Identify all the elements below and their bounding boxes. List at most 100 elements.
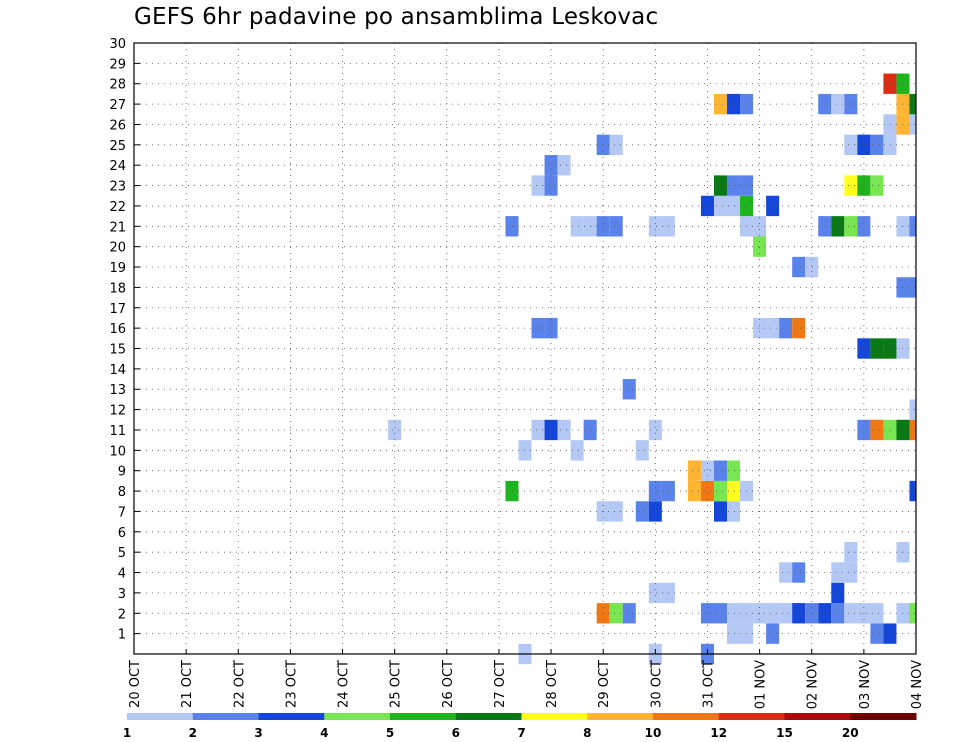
heatmap-cell bbox=[609, 603, 623, 624]
heatmap-cell bbox=[648, 582, 662, 604]
heatmap-cell bbox=[713, 93, 728, 115]
heatmap-cell bbox=[713, 175, 728, 196]
heatmap-cell bbox=[779, 603, 793, 624]
colorbar-segment bbox=[587, 713, 654, 720]
heatmap-cell bbox=[831, 216, 845, 237]
heatmap-cell bbox=[713, 195, 728, 217]
heatmap-cell bbox=[766, 623, 780, 644]
x-tick-label: 27 OCT bbox=[493, 660, 508, 708]
heatmap-cell bbox=[792, 256, 806, 278]
colorbar-segment bbox=[784, 713, 851, 720]
heatmap-cell bbox=[700, 460, 714, 481]
x-tick-label: 31 OCT bbox=[701, 660, 716, 708]
heatmap-cell bbox=[870, 603, 884, 624]
heatmap-cell bbox=[544, 317, 558, 339]
heatmap-cell bbox=[753, 236, 767, 257]
colorbar-segment bbox=[390, 713, 457, 720]
y-tick-label: 25 bbox=[109, 139, 126, 154]
heatmap-cell bbox=[727, 460, 741, 481]
heatmap-cell bbox=[792, 317, 806, 339]
heatmap-cell bbox=[531, 175, 545, 196]
heatmap-cell bbox=[609, 134, 623, 156]
y-tick-label: 14 bbox=[109, 363, 126, 378]
x-tick-label: 21 OCT bbox=[180, 660, 195, 708]
y-tick-label: 12 bbox=[109, 404, 126, 419]
y-tick-label: 16 bbox=[109, 322, 126, 337]
heatmap-cell bbox=[779, 317, 793, 339]
x-tick-label: 02 NOV bbox=[806, 660, 821, 709]
colorbar-label: 12 bbox=[710, 726, 727, 740]
y-tick-label: 10 bbox=[109, 444, 126, 459]
colorbar-segment bbox=[718, 713, 785, 720]
heatmap-cell bbox=[505, 216, 519, 237]
heatmap-cell bbox=[727, 501, 741, 522]
heatmap-cell bbox=[883, 338, 897, 359]
colorbar-segment bbox=[455, 713, 522, 720]
heatmap-cell bbox=[388, 419, 402, 441]
heatmap-cell bbox=[505, 480, 519, 502]
heatmap-cell bbox=[622, 379, 636, 400]
x-tick-label: 25 OCT bbox=[389, 660, 404, 708]
heatmap-cell bbox=[713, 480, 728, 502]
heatmap-cell bbox=[557, 419, 571, 441]
heatmap-cell bbox=[870, 338, 884, 359]
y-tick-label: 9 bbox=[118, 465, 126, 480]
heatmap-cell bbox=[727, 93, 741, 115]
heatmap-cell bbox=[831, 93, 845, 115]
heatmap-cell bbox=[648, 216, 662, 237]
heatmap-cell bbox=[727, 603, 741, 624]
grid-lines bbox=[134, 43, 916, 654]
colorbar-segment bbox=[324, 713, 391, 720]
x-tick-label: 26 OCT bbox=[441, 660, 456, 708]
heatmap-cell bbox=[844, 562, 858, 583]
heatmap-cell bbox=[570, 216, 584, 237]
heatmap-cell bbox=[635, 440, 649, 461]
y-tick-label: 24 bbox=[109, 159, 126, 174]
colorbar-segment bbox=[653, 713, 720, 720]
x-axis: 20 OCT 21 OCT 22 OCT 23 OCT 24 OCT 25 OCT 26 O… bbox=[128, 649, 925, 709]
heatmap-cells bbox=[388, 73, 916, 665]
colorbar-label: 1 bbox=[123, 726, 131, 740]
x-tick-label: 29 OCT bbox=[597, 660, 612, 708]
heatmap-cell bbox=[766, 195, 780, 217]
y-axis: 1234567891011121314151617181920212223242… bbox=[109, 37, 140, 643]
y-tick-label: 28 bbox=[109, 78, 126, 93]
y-tick-label: 27 bbox=[109, 98, 126, 113]
colorbar-segment bbox=[258, 713, 325, 720]
heatmap-cell bbox=[831, 603, 845, 624]
heatmap-cell bbox=[779, 562, 793, 583]
heatmap-cell bbox=[713, 501, 728, 522]
colorbar-segment bbox=[192, 713, 259, 720]
colorbar-label: 6 bbox=[452, 726, 460, 740]
heatmap-cell bbox=[727, 195, 741, 217]
heatmap-cell bbox=[687, 480, 701, 502]
x-tick-label: 28 OCT bbox=[545, 660, 560, 708]
x-tick-label: 01 NOV bbox=[754, 660, 769, 709]
heatmap-cell bbox=[622, 603, 636, 624]
x-tick-label: 22 OCT bbox=[232, 660, 247, 708]
heatmap-cell bbox=[857, 216, 871, 237]
heatmap-cell bbox=[870, 623, 884, 644]
heatmap-cell bbox=[883, 73, 897, 94]
heatmap-cell bbox=[753, 216, 767, 237]
colorbar-label: 10 bbox=[645, 726, 662, 740]
y-tick-label: 18 bbox=[109, 281, 126, 296]
heatmap-cell bbox=[805, 256, 819, 278]
y-tick-label: 6 bbox=[118, 526, 126, 541]
heatmap-cell bbox=[870, 134, 884, 156]
heatmap-cell bbox=[857, 134, 871, 156]
colorbar-label: 8 bbox=[583, 726, 591, 740]
heatmap-cell bbox=[883, 623, 897, 644]
colorbar-segment bbox=[521, 713, 588, 720]
heatmap-cell bbox=[609, 216, 623, 237]
heatmap-cell bbox=[609, 501, 623, 522]
y-tick-label: 19 bbox=[109, 261, 126, 276]
y-tick-label: 23 bbox=[109, 180, 126, 195]
heatmap-cell bbox=[648, 480, 662, 502]
heatmap-cell bbox=[857, 338, 871, 359]
colorbar-segment bbox=[127, 713, 194, 720]
heatmap-cell bbox=[727, 480, 741, 502]
heatmap-cell bbox=[909, 114, 916, 135]
heatmap-cell bbox=[544, 155, 558, 176]
x-tick-label: 30 OCT bbox=[649, 660, 664, 708]
